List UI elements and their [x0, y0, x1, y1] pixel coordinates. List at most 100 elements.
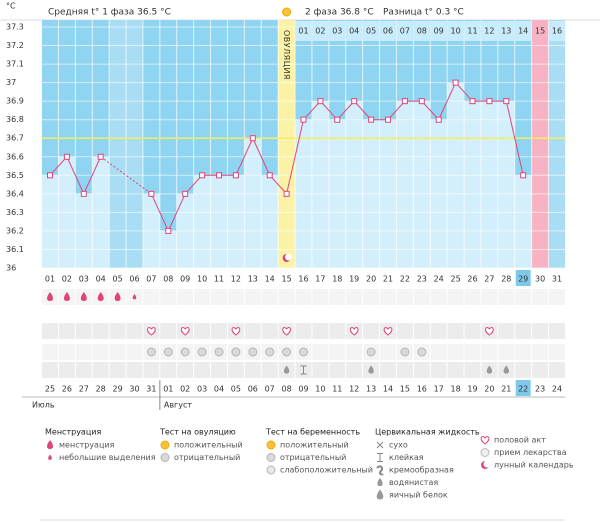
- icon-cell: [363, 289, 380, 305]
- fluid-icon: [376, 441, 384, 449]
- test-icon: [417, 347, 427, 357]
- date-label: 28: [96, 385, 106, 394]
- temperature-point: [199, 172, 206, 179]
- heart-icon: [231, 327, 241, 336]
- icon-cell: [177, 289, 194, 305]
- icon-cell: [312, 344, 329, 360]
- icon-cell: [92, 344, 109, 360]
- x-tick-label: 01: [45, 275, 55, 284]
- icon-cell: [346, 289, 363, 305]
- legend-item: яичный белок: [389, 491, 448, 500]
- fluid-icon: [377, 453, 383, 462]
- date-label: 13: [366, 385, 376, 394]
- x-tick-label: 06: [129, 275, 139, 284]
- post-ovulation-day: 06: [383, 27, 393, 36]
- x-tick-label: 13: [248, 275, 258, 284]
- x-tick-label: 04: [96, 275, 106, 284]
- today-date-box: [515, 380, 531, 396]
- day-strip-cell: [430, 21, 447, 41]
- y-tick-label: 36.5: [6, 171, 24, 180]
- icon-cell: [363, 323, 380, 339]
- icon-cell: [549, 344, 565, 360]
- icon-cell: [58, 323, 75, 339]
- test-icon: [266, 440, 276, 450]
- y-tick-label: 37: [6, 78, 16, 87]
- icon-cell: [532, 289, 549, 305]
- temperature-point: [418, 98, 425, 105]
- heart-icon: [147, 327, 156, 336]
- temperature-point: [148, 190, 155, 197]
- legend-item: небольшие выделения: [59, 453, 156, 462]
- day-strip-cell: [396, 21, 413, 41]
- column-top: [261, 20, 279, 176]
- y-tick-label: 36.9: [6, 97, 24, 106]
- icon-cell: [227, 289, 244, 305]
- x-tick-label: 12: [231, 275, 241, 284]
- column-bar: [227, 175, 245, 268]
- x-tick-label: 21: [383, 275, 393, 284]
- date-label: 06: [248, 385, 258, 394]
- x-tick-label: 20: [366, 275, 376, 284]
- temperature-point: [216, 172, 222, 179]
- icon-cell: [194, 289, 211, 305]
- date-label: 25: [45, 385, 55, 394]
- icon-cell: [430, 289, 447, 305]
- x-tick-label: 07: [146, 275, 156, 284]
- icon-cell: [92, 323, 109, 339]
- temperature-point: [47, 172, 53, 179]
- fluid-icon: [376, 489, 384, 500]
- column-top: [176, 20, 194, 194]
- post-ovulation-day: 13: [501, 27, 511, 36]
- icon-cell: [515, 344, 532, 360]
- post-ovulation-day: 04: [349, 27, 359, 36]
- date-label: 30: [129, 385, 139, 394]
- day-strip-cell: [515, 21, 532, 41]
- y-tick-label: 36.7: [6, 134, 24, 143]
- fluid-icon: [300, 365, 307, 375]
- difference: Разница t° 0.3 °C: [383, 8, 464, 18]
- post-ovulation-day: 10: [451, 27, 461, 36]
- column-bar: [311, 101, 329, 269]
- fluid-icon: [377, 478, 383, 487]
- post-ovulation-day: 08: [417, 27, 427, 36]
- y-tick-label: 37.3: [6, 23, 24, 32]
- menstruation-icon: [80, 292, 87, 301]
- icon-cell: [329, 323, 346, 339]
- temperature-point: [452, 79, 459, 86]
- x-tick-label: 23: [417, 275, 427, 284]
- legend-item: положительный: [280, 441, 349, 450]
- temperature-point: [317, 98, 324, 105]
- x-tick-label: 28: [501, 275, 511, 284]
- legend-item: водянистая: [389, 478, 438, 487]
- icon-cell: [42, 323, 58, 339]
- icon-cell: [295, 289, 312, 305]
- temperature-point: [351, 98, 358, 105]
- post-ovulation-day: 09: [434, 27, 444, 36]
- y-tick-label: 36.1: [6, 245, 24, 254]
- icon-cell: [312, 289, 329, 305]
- post-ovulation-day: 15: [535, 27, 545, 36]
- legend-item: отрицательный: [280, 453, 346, 462]
- icon-cell: [447, 362, 464, 378]
- day-strip-cell: [413, 21, 430, 41]
- column-top: [514, 20, 532, 176]
- icon-cell: [498, 344, 515, 360]
- icon-cell: [396, 362, 413, 378]
- month-label: Август: [164, 401, 193, 410]
- heart-icon: [282, 327, 291, 336]
- icon-cell: [532, 323, 549, 339]
- menstruation-icon: [132, 294, 137, 300]
- x-tick-label: 15: [282, 275, 292, 284]
- column-top: [41, 20, 59, 176]
- temperature-point: [520, 172, 527, 179]
- column-top: [210, 20, 228, 176]
- empty-column: [109, 20, 127, 268]
- temperature-point: [63, 153, 70, 160]
- icon-cell: [413, 289, 430, 305]
- date-label: 22: [518, 385, 528, 394]
- day-strip-cell: [549, 21, 565, 41]
- column-top: [193, 20, 211, 176]
- day-strip-cell: [464, 21, 481, 41]
- date-label: 20: [484, 385, 494, 394]
- date-label: 26: [62, 385, 72, 394]
